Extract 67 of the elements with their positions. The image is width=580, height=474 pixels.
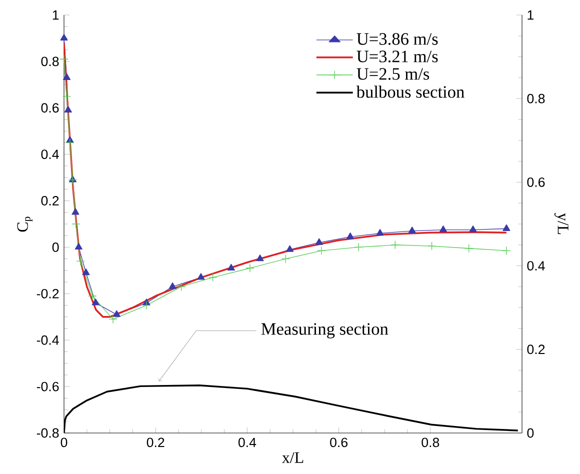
- x-tick-label: 0.6: [330, 438, 348, 448]
- point: [62, 92, 72, 101]
- y-tick-label: -0.6: [36, 382, 59, 392]
- y-tick-label: -0.8: [36, 428, 59, 438]
- x-axis-title: x/L: [282, 452, 304, 463]
- y2-tick-label: 1: [528, 10, 534, 20]
- point: [286, 245, 294, 252]
- y-tick-label: -0.4: [36, 335, 59, 345]
- point: [72, 220, 80, 228]
- y-axis-title: C$_{p}$: [17, 216, 33, 232]
- point: [346, 232, 354, 240]
- x-tick-label: 0.4: [238, 438, 256, 448]
- y2-axis-title: y/L: [554, 213, 568, 234]
- point: [168, 282, 176, 290]
- point: [108, 314, 118, 324]
- x-tick-label: 0: [60, 438, 68, 448]
- y-tick-label: 0.8: [41, 56, 59, 66]
- point: [60, 54, 68, 64]
- x-tick-label: 0.2: [146, 438, 164, 448]
- legend-label: U=3.21 m/s: [356, 50, 438, 62]
- point: [317, 246, 326, 256]
- legend-label: U=3.86 m/s: [356, 33, 438, 45]
- point: [76, 256, 85, 266]
- point: [74, 242, 82, 250]
- point: [439, 225, 448, 232]
- y-tick-label: 1: [52, 10, 59, 20]
- y-tick-label: -0.2: [36, 288, 59, 298]
- annotation: Measuring section: [261, 323, 388, 338]
- point: [72, 208, 80, 215]
- y-tick-label: 0.6: [41, 103, 59, 113]
- point: [354, 242, 363, 252]
- point: [464, 244, 474, 253]
- y2-tick-label: 0.8: [527, 94, 545, 104]
- point: [208, 273, 218, 282]
- point: [142, 300, 151, 310]
- y2-tick-label: 0.6: [527, 177, 545, 187]
- point: [64, 106, 72, 113]
- point: [62, 73, 71, 80]
- point: [502, 224, 510, 231]
- y2-tick-label: 0.4: [527, 261, 545, 271]
- point: [390, 240, 400, 250]
- point: [66, 138, 74, 148]
- point: [408, 226, 416, 234]
- y2-tick-label: 0: [527, 428, 534, 438]
- legend-label: U=2.5 m/s: [356, 68, 430, 80]
- point: [246, 264, 254, 272]
- point: [60, 34, 68, 41]
- point: [469, 225, 477, 232]
- legend-label: bulbous section: [356, 86, 464, 98]
- point: [92, 298, 100, 306]
- point: [427, 242, 436, 250]
- y-tick-label: 0.2: [41, 196, 59, 206]
- point: [256, 254, 264, 262]
- point: [197, 273, 205, 280]
- y-tick-label: 0.4: [41, 150, 59, 160]
- point: [315, 238, 323, 245]
- x-tick-label: 0.8: [422, 438, 440, 448]
- point: [88, 292, 97, 300]
- point: [112, 310, 120, 317]
- point: [502, 246, 511, 256]
- y-tick-label: 0: [52, 242, 59, 252]
- point: [176, 282, 186, 292]
- point: [82, 268, 90, 276]
- y2-tick-label: 0.2: [527, 344, 545, 354]
- point: [227, 264, 235, 270]
- point: [281, 254, 290, 264]
- point: [376, 228, 384, 236]
